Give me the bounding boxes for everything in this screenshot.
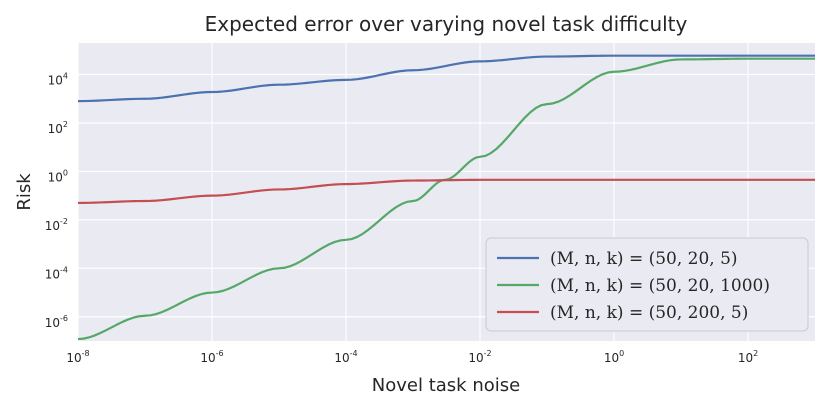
y-tick-label-exp: 2 (63, 120, 68, 129)
legend-label-1: (M, n, k) = (50, 20, 5) (550, 249, 738, 269)
x-tick-label-base: 10 (200, 351, 215, 365)
x-axis-label: Novel task noise (372, 375, 520, 396)
y-tick-label: 100 (48, 168, 68, 184)
x-tick-label: 10-8 (66, 349, 89, 365)
x-tick-label-base: 10 (604, 351, 619, 365)
y-tick-label-base: 10 (48, 122, 63, 136)
y-tick-label: 10-2 (45, 217, 68, 233)
x-tick-label-base: 10 (66, 351, 81, 365)
y-tick-label-exp: 0 (63, 168, 68, 177)
x-tick-label-base: 10 (334, 351, 349, 365)
y-tick-label-exp: -6 (60, 314, 68, 323)
x-tick-label: 10-2 (468, 349, 491, 365)
chart-title: Expected error over varying novel task d… (205, 12, 688, 36)
x-tick-label: 10-6 (200, 349, 223, 365)
x-tick-label-base: 10 (738, 351, 753, 365)
x-tick-label-exp: -4 (350, 349, 358, 358)
legend-box (485, 237, 809, 332)
y-tick-label: 102 (48, 120, 68, 136)
y-tick-label-base: 10 (45, 219, 60, 233)
y-tick-label-exp: 4 (63, 72, 68, 81)
x-tick-label-exp: -8 (82, 349, 90, 358)
y-tick-label: 104 (48, 72, 68, 88)
x-tick-label: 10-4 (334, 349, 357, 365)
series-lines (77, 54, 815, 341)
x-tick-labels: 10-8 10-6 10-4 10-2 100 102 (66, 349, 758, 365)
y-axis-label: Risk (14, 173, 35, 211)
legend-label-3: (M, n, k) = (50, 200, 5) (550, 303, 748, 323)
x-tick-label-base: 10 (468, 351, 483, 365)
y-tick-label-exp: -4 (60, 265, 68, 274)
y-tick-label: 10-6 (45, 314, 68, 330)
series-line-1 (77, 54, 815, 103)
x-tick-label: 100 (604, 349, 624, 365)
x-tick-label-exp: -6 (216, 349, 224, 358)
y-tick-label-base: 10 (48, 170, 63, 184)
y-tick-label-base: 10 (45, 316, 60, 330)
y-tick-label-base: 10 (48, 74, 63, 88)
series-line-3 (77, 178, 815, 205)
x-tick-label-exp: -2 (484, 349, 492, 358)
y-tick-label-base: 10 (45, 267, 60, 281)
y-tick-label: 10-4 (45, 265, 68, 281)
x-tick-label-exp: 2 (753, 349, 758, 358)
legend-label-2: (M, n, k) = (50, 20, 1000) (550, 276, 770, 296)
x-tick-label: 102 (738, 349, 758, 365)
x-tick-label-exp: 0 (619, 349, 624, 358)
legend: (M, n, k) = (50, 20, 5) (M, n, k) = (50, … (485, 237, 809, 332)
y-tick-label-exp: -2 (60, 217, 68, 226)
